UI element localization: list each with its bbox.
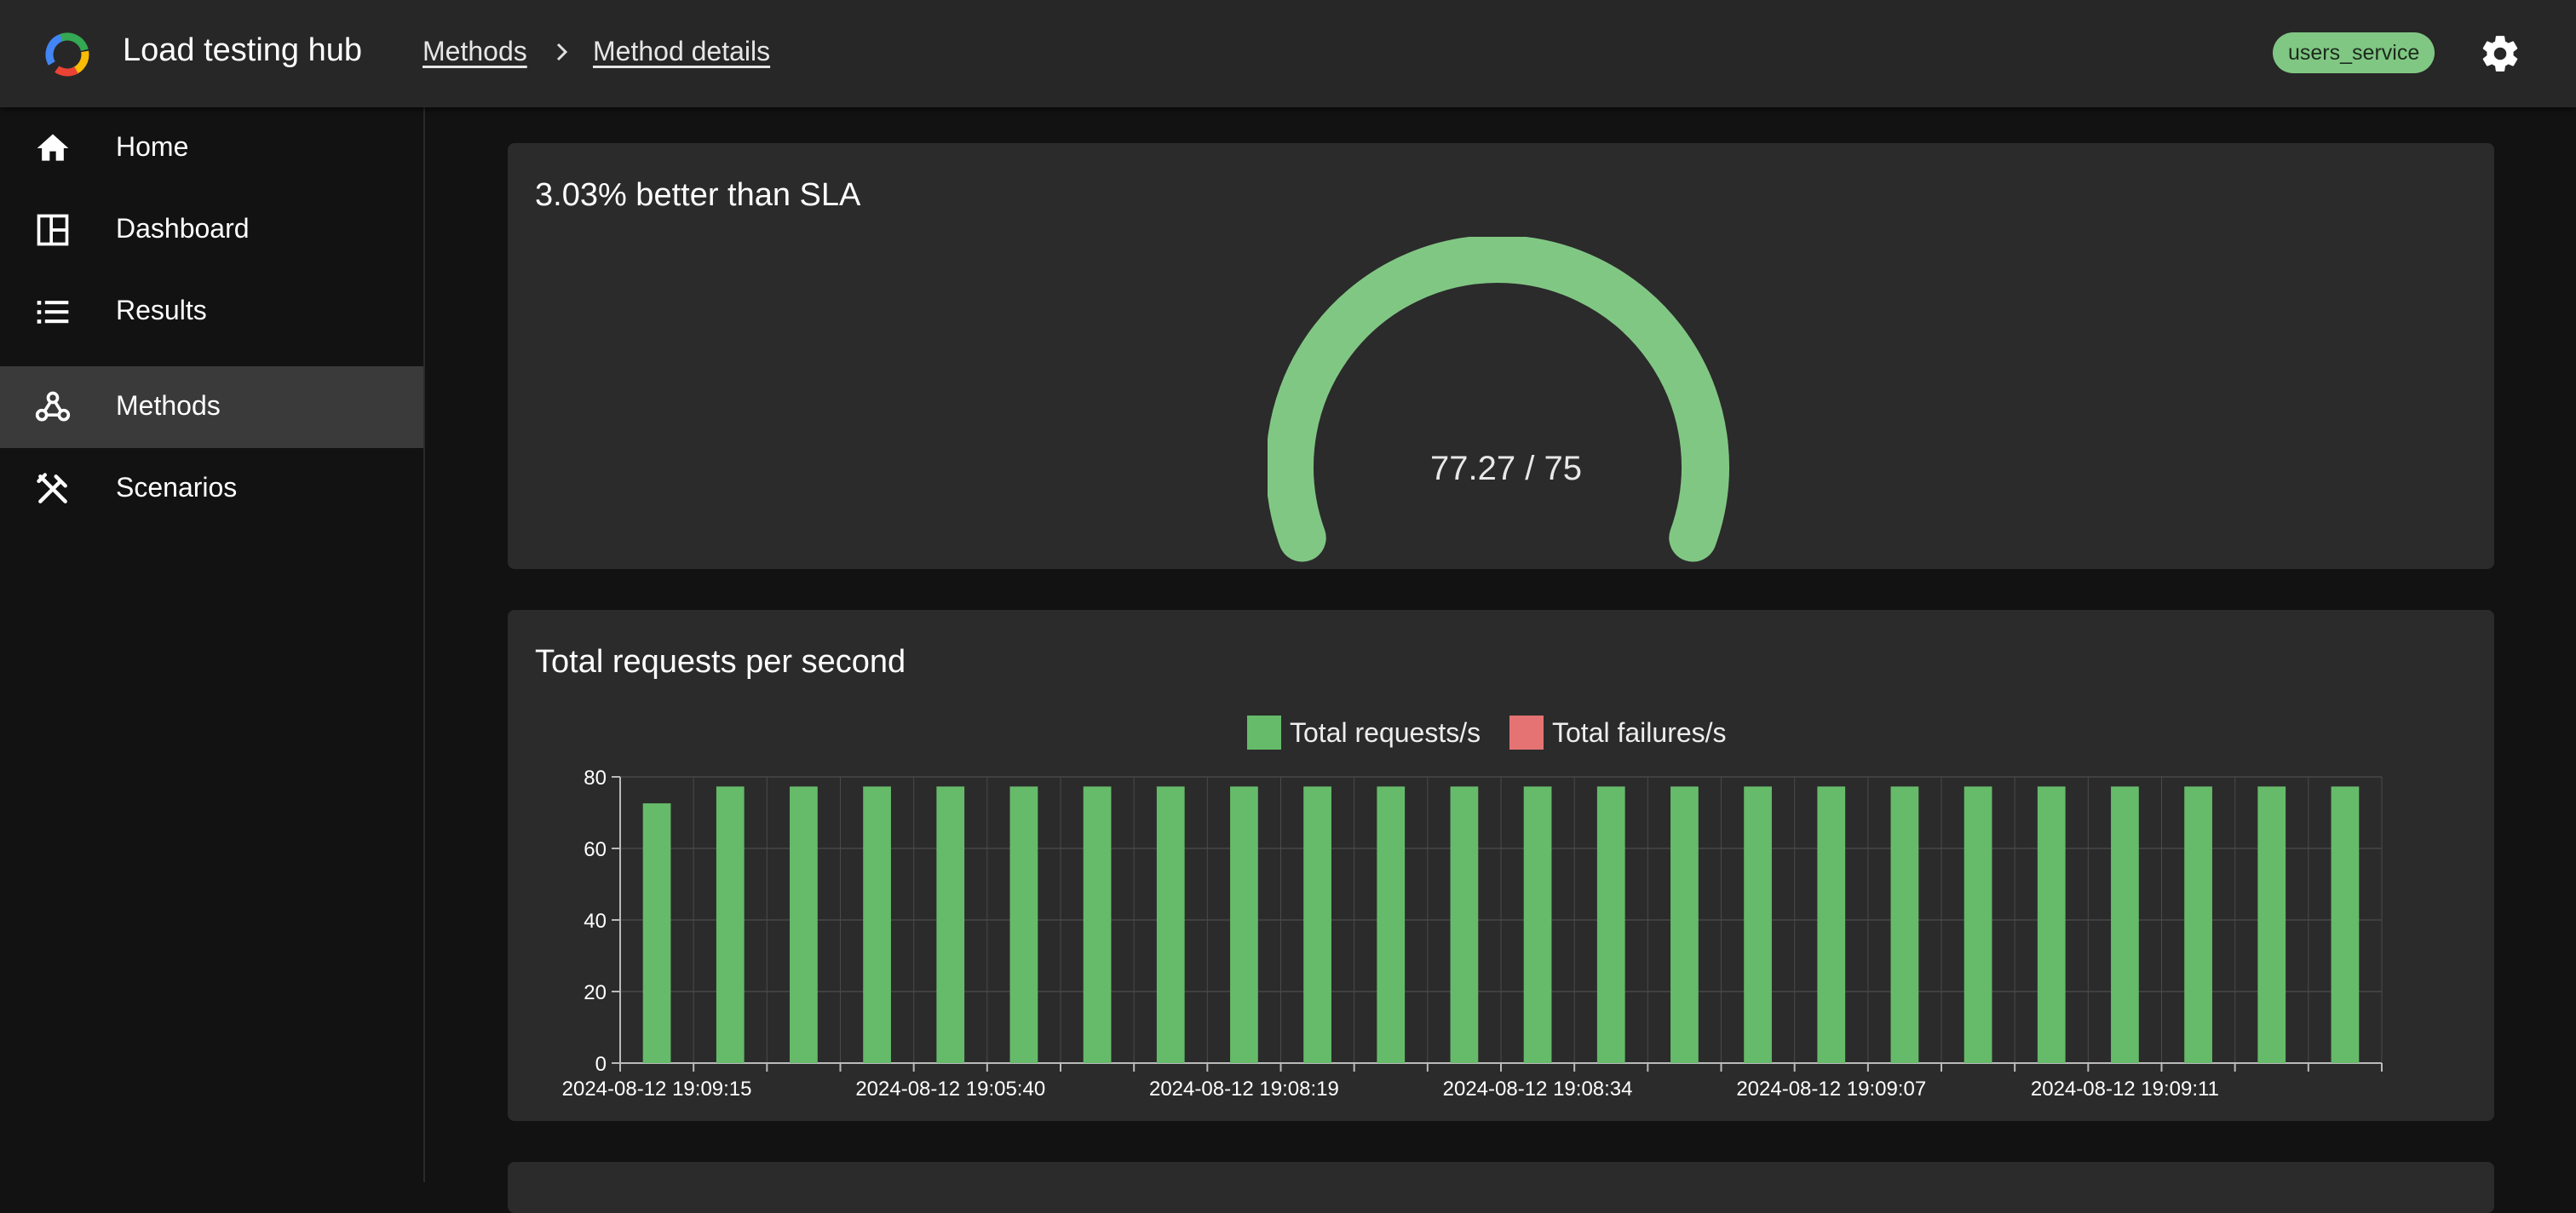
x-tick-label: 2024-08-12 19:09:15 <box>562 1078 752 1101</box>
list-icon <box>37 301 69 324</box>
sidebar-item-methods[interactable]: Methods <box>0 366 423 448</box>
app-title: Load testing hub <box>123 32 363 68</box>
bar-total-requests <box>1890 786 1919 1063</box>
bar-total-requests <box>790 786 818 1063</box>
legend-swatch-requests[interactable] <box>1247 716 1281 750</box>
y-tick-label: 60 <box>584 838 607 861</box>
bar-total-requests <box>1596 786 1625 1063</box>
sla-card-title: 3.03% better than SLA <box>535 177 861 213</box>
sidebar-item-label: Results <box>116 295 207 325</box>
bar-total-requests <box>2257 786 2286 1063</box>
bar-total-requests <box>2037 786 2066 1063</box>
sidebar-item-label: Methods <box>116 390 221 421</box>
x-tick-label: 2024-08-12 19:09:11 <box>2031 1078 2219 1101</box>
breadcrumb-method-details-link[interactable]: Method details <box>593 36 771 66</box>
legend-label-requests[interactable]: Total requests/s <box>1290 717 1481 748</box>
bar-total-requests <box>1230 786 1258 1063</box>
bar-total-requests <box>1156 786 1185 1063</box>
x-tick-label: 2024-08-12 19:05:40 <box>855 1078 1045 1101</box>
bar-total-requests <box>936 786 965 1063</box>
x-tick-label: 2024-08-12 19:09:07 <box>1736 1078 1926 1101</box>
y-tick-label: 0 <box>595 1053 607 1076</box>
bar-total-requests <box>1303 786 1331 1063</box>
gear-icon[interactable] <box>2479 32 2521 75</box>
bar-total-requests <box>863 786 891 1063</box>
sidebar-item-label: Home <box>116 131 189 162</box>
sla-gauge <box>1268 237 1729 562</box>
bar-total-requests <box>642 803 671 1063</box>
bar-total-requests <box>1083 786 1112 1063</box>
webhook-icon <box>35 391 71 422</box>
bar-total-requests <box>2111 786 2139 1063</box>
dashboard-icon <box>37 214 69 246</box>
bar-total-requests <box>1964 786 1992 1063</box>
bar-total-requests <box>1009 786 1038 1063</box>
bar-total-requests <box>1817 786 1846 1063</box>
x-tick-label: 2024-08-12 19:08:19 <box>1149 1078 1339 1101</box>
top-app-bar: Load testing hub Methods Method details … <box>0 0 2576 107</box>
bar-total-requests <box>1523 786 1552 1063</box>
rps-card-title: Total requests per second <box>535 644 906 680</box>
service-chip[interactable]: users_service <box>2273 32 2435 73</box>
home-icon <box>37 134 69 161</box>
rps-card: Total requests per second Total requests… <box>508 610 2494 1121</box>
y-tick-label: 80 <box>584 767 607 790</box>
bar-total-requests <box>2331 786 2360 1063</box>
gauge-value: 77.27 / 75 <box>1430 450 1582 487</box>
sidebar-item-label: Scenarios <box>116 472 238 503</box>
legend-label-failures[interactable]: Total failures/s <box>1552 717 1727 748</box>
sidebar-item-home[interactable]: Home <box>0 107 423 189</box>
bar-total-requests <box>1670 786 1699 1063</box>
rps-bar-chart: 0 20 40 60 80 2024-08-12 19:09:15 2024-08-12 1… <box>562 767 2383 1101</box>
sla-card: 3.03% better than SLA 77.27 / 75 <box>508 143 2494 569</box>
sidebar-item-label: Dashboard <box>116 213 250 244</box>
y-tick-label: 40 <box>584 910 607 933</box>
sidebar-item-results[interactable]: Results <box>0 271 423 353</box>
next-card <box>508 1162 2494 1213</box>
bar-total-requests <box>2184 786 2212 1063</box>
sidebar: Home Dashboard Results Methods <box>0 107 425 1182</box>
legend-swatch-failures[interactable] <box>1509 716 1544 750</box>
chevron-right-icon <box>556 43 568 61</box>
sidebar-item-scenarios[interactable]: Scenarios <box>0 448 423 530</box>
bar-total-requests <box>1744 786 1772 1063</box>
y-tick-label: 20 <box>584 981 607 1004</box>
app-logo-icon <box>45 32 89 77</box>
breadcrumb-methods-link[interactable]: Methods <box>423 36 527 66</box>
tools-icon <box>37 473 67 503</box>
bar-total-requests <box>1450 786 1479 1063</box>
sidebar-item-dashboard[interactable]: Dashboard <box>0 189 423 271</box>
x-tick-label: 2024-08-12 19:08:34 <box>1443 1078 1633 1101</box>
bar-total-requests <box>716 786 745 1063</box>
gauge-fill <box>1268 237 1729 562</box>
bar-total-requests <box>1377 786 1406 1063</box>
